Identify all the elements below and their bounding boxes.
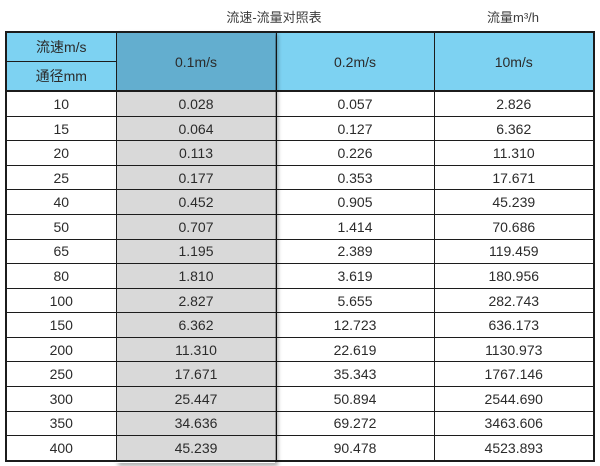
header-velocity-label: 流速m/s <box>5 31 117 62</box>
flow-cell-0-1ms: 34.636 <box>115 410 277 437</box>
flow-cell-0-1ms: 45.239 <box>115 435 277 462</box>
flow-cell-0-2ms: 3.619 <box>275 263 435 289</box>
flow-cell-10ms: 70.686 <box>433 214 595 240</box>
diameter-cell: 100 <box>5 287 117 314</box>
flow-cell-0-2ms: 35.343 <box>275 361 435 387</box>
header-col-0-1ms: 0.1m/s <box>115 31 277 92</box>
flow-cell-0-1ms: 0.707 <box>115 214 277 240</box>
flow-cell-0-1ms: 25.447 <box>115 385 277 412</box>
table-row: 200 11.310 22.619 1130.973 <box>5 336 595 363</box>
flow-cell-10ms: 636.173 <box>433 312 595 338</box>
flow-cell-10ms: 119.459 <box>433 238 595 265</box>
diameter-cell: 40 <box>5 189 117 216</box>
flow-cell-0-1ms: 0.064 <box>115 115 277 142</box>
diameter-cell: 350 <box>5 410 117 437</box>
flow-cell-0-2ms: 0.905 <box>275 189 435 216</box>
flow-cell-0-2ms: 0.057 <box>275 90 435 117</box>
table-row: 50 0.707 1.414 70.686 <box>5 214 595 240</box>
table-row: 40 0.452 0.905 45.239 <box>5 189 595 216</box>
flow-cell-10ms: 282.743 <box>433 287 595 314</box>
flow-cell-0-1ms: 0.028 <box>115 90 277 117</box>
flow-cell-10ms: 17.671 <box>433 164 595 191</box>
flow-cell-0-2ms: 2.389 <box>275 238 435 265</box>
flow-cell-10ms: 180.956 <box>433 263 595 289</box>
diameter-cell: 400 <box>5 435 117 462</box>
flow-cell-10ms: 6.362 <box>433 115 595 142</box>
flow-cell-10ms: 1767.146 <box>433 361 595 387</box>
flow-cell-0-2ms: 90.478 <box>275 435 435 462</box>
flow-cell-0-1ms: 6.362 <box>115 312 277 338</box>
flow-cell-0-2ms: 50.894 <box>275 385 435 412</box>
diameter-cell: 250 <box>5 361 117 387</box>
table-row: 25 0.177 0.353 17.671 <box>5 164 595 191</box>
table-row: 400 45.239 90.478 4523.893 <box>5 435 595 462</box>
diameter-cell: 200 <box>5 336 117 363</box>
diameter-cell: 80 <box>5 263 117 289</box>
flow-rate-table: 流速m/s 0.1m/s 0.2m/s 10m/s 通径mm 10 0.028 … <box>5 31 595 462</box>
flow-cell-0-1ms: 2.827 <box>115 287 277 314</box>
table-row: 250 17.671 35.343 1767.146 <box>5 361 595 387</box>
flow-cell-10ms: 4523.893 <box>433 435 595 462</box>
flow-cell-0-1ms: 0.452 <box>115 189 277 216</box>
flow-cell-0-1ms: 11.310 <box>115 336 277 363</box>
flow-unit-label: 流量m³/h <box>486 10 539 25</box>
header-col-10ms: 10m/s <box>433 31 595 92</box>
table-row: 65 1.195 2.389 119.459 <box>5 238 595 265</box>
flow-cell-0-1ms: 0.113 <box>115 140 277 166</box>
table-row: 150 6.362 12.723 636.173 <box>5 312 595 338</box>
diameter-cell: 300 <box>5 385 117 412</box>
flow-cell-0-1ms: 1.195 <box>115 238 277 265</box>
diameter-cell: 65 <box>5 238 117 265</box>
table-row: 100 2.827 5.655 282.743 <box>5 287 595 314</box>
table-row: 350 34.636 69.272 3463.606 <box>5 410 595 437</box>
header-col-0-2ms: 0.2m/s <box>275 31 435 92</box>
flow-cell-0-1ms: 17.671 <box>115 361 277 387</box>
table-row: 15 0.064 0.127 6.362 <box>5 115 595 142</box>
flow-cell-0-2ms: 12.723 <box>275 312 435 338</box>
diameter-cell: 150 <box>5 312 117 338</box>
flow-cell-10ms: 2544.690 <box>433 385 595 412</box>
flow-cell-0-2ms: 1.414 <box>275 214 435 240</box>
table-row: 10 0.028 0.057 2.826 <box>5 90 595 117</box>
flow-cell-0-1ms: 1.810 <box>115 263 277 289</box>
table-row: 300 25.447 50.894 2544.690 <box>5 385 595 412</box>
table-row: 80 1.810 3.619 180.956 <box>5 263 595 289</box>
flow-cell-0-2ms: 5.655 <box>275 287 435 314</box>
diameter-cell: 50 <box>5 214 117 240</box>
page-title: 流速-流量对照表 <box>226 10 322 25</box>
flow-cell-0-1ms: 0.177 <box>115 164 277 191</box>
flow-cell-10ms: 11.310 <box>433 140 595 166</box>
flow-cell-10ms: 3463.606 <box>433 410 595 437</box>
diameter-cell: 25 <box>5 164 117 191</box>
diameter-cell: 20 <box>5 140 117 166</box>
diameter-cell: 10 <box>5 90 117 117</box>
flow-cell-0-2ms: 0.353 <box>275 164 435 191</box>
flow-cell-10ms: 2.826 <box>433 90 595 117</box>
table-header: 流速m/s 0.1m/s 0.2m/s 10m/s 通径mm <box>5 31 595 92</box>
flow-cell-0-2ms: 22.619 <box>275 336 435 363</box>
flow-cell-0-2ms: 0.127 <box>275 115 435 142</box>
table-body: 10 0.028 0.057 2.826 15 0.064 0.127 6.36… <box>5 90 595 462</box>
flow-cell-10ms: 45.239 <box>433 189 595 216</box>
flow-cell-0-2ms: 0.226 <box>275 140 435 166</box>
table-row: 20 0.113 0.226 11.310 <box>5 140 595 166</box>
flow-cell-10ms: 1130.973 <box>433 336 595 363</box>
diameter-cell: 15 <box>5 115 117 142</box>
header-diameter-label: 通径mm <box>5 61 117 92</box>
flow-cell-0-2ms: 69.272 <box>275 410 435 437</box>
